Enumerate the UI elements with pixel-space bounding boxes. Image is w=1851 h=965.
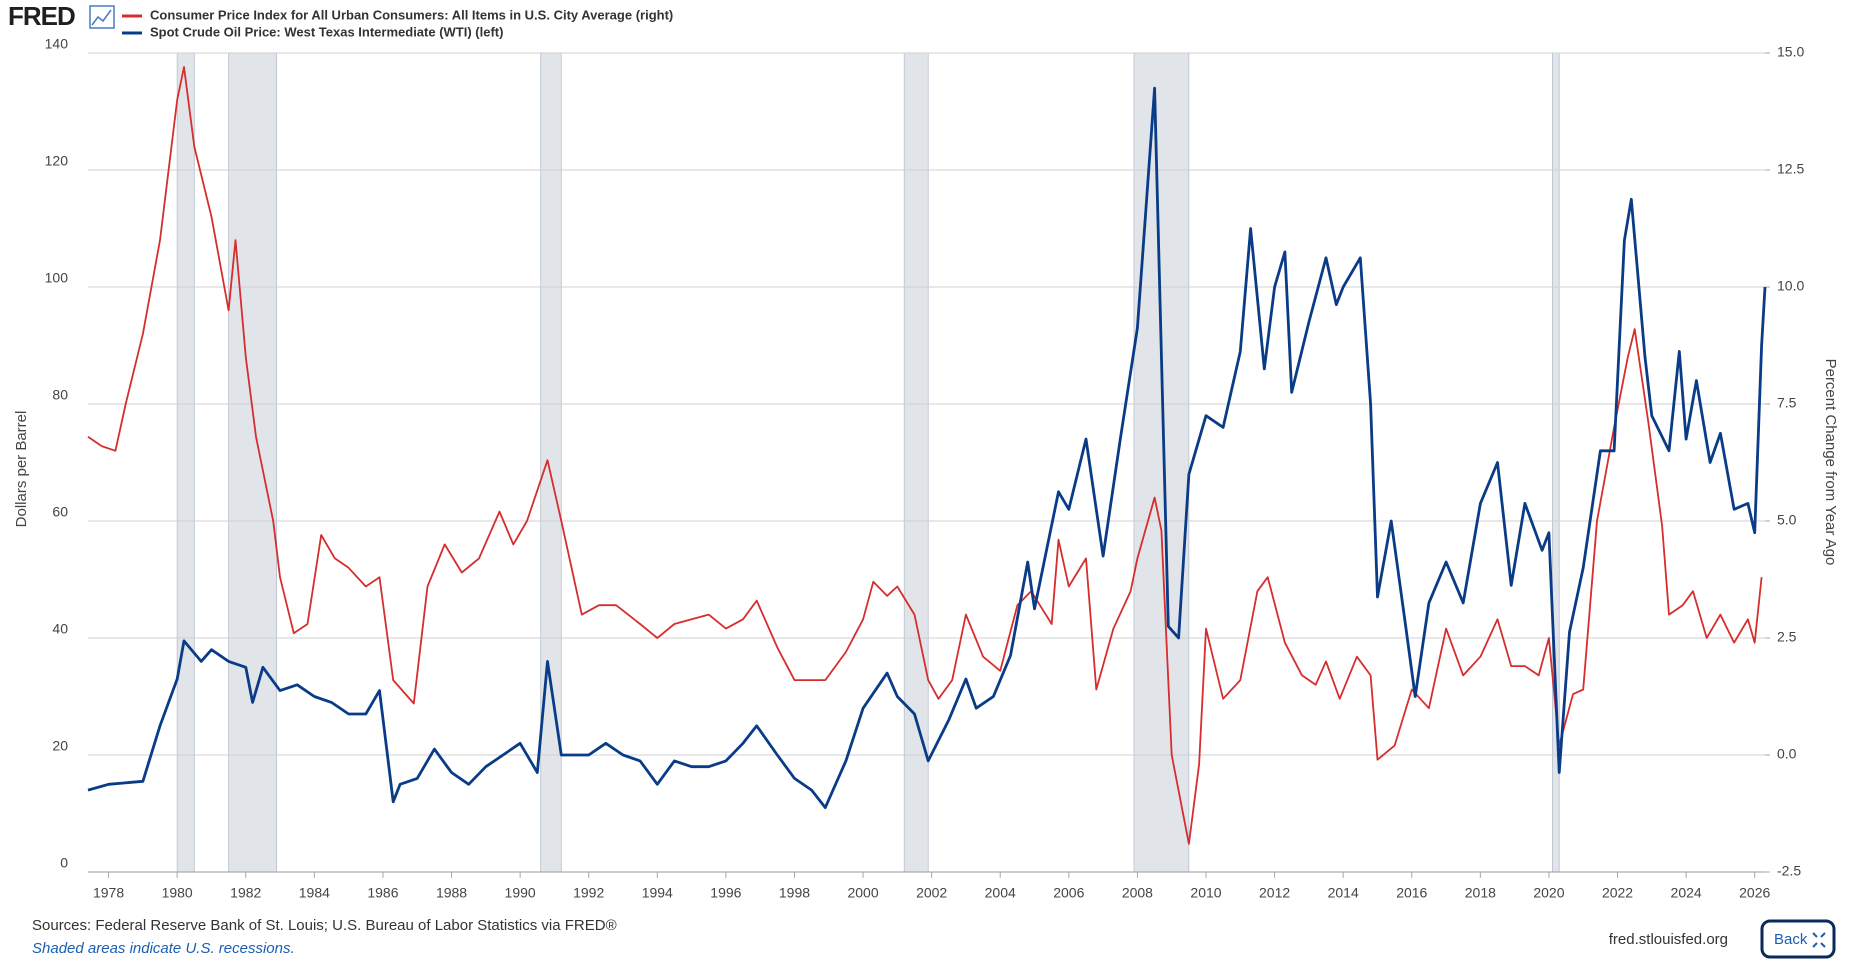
- y-tick-label: 140: [45, 36, 69, 52]
- x-tick-label: 2026: [1739, 885, 1770, 901]
- x-tick-label: 2006: [1053, 885, 1084, 901]
- y2-tick-label: 2.5: [1777, 629, 1797, 645]
- y2-axis-title: Percent Change from Year Ago: [1822, 359, 1839, 566]
- y-tick-label: 100: [45, 270, 69, 286]
- y-tick-label: 20: [52, 738, 68, 754]
- logo: FRED: [8, 1, 75, 31]
- x-tick-label: 2010: [1190, 885, 1221, 901]
- y-tick-label: 40: [52, 621, 68, 637]
- x-tick-label: 2008: [1122, 885, 1153, 901]
- x-tick-label: 1998: [779, 885, 810, 901]
- x-tick-label: 2012: [1259, 885, 1290, 901]
- logo-icon: [89, 5, 115, 29]
- recession-band: [540, 52, 562, 873]
- site-url: fred.stlouisfed.org: [1609, 931, 1728, 948]
- x-tick-label: 1986: [367, 885, 398, 901]
- x-tick-label: 1992: [573, 885, 604, 901]
- x-tick-label: 2004: [985, 885, 1016, 901]
- recession-band: [176, 52, 195, 873]
- y2-tick-label: 12.5: [1777, 161, 1804, 177]
- series-line: [87, 86, 1767, 809]
- recession-band: [903, 52, 929, 873]
- y2-tick-label: 15.0: [1777, 44, 1804, 60]
- x-tick-label: 2014: [1328, 885, 1359, 901]
- y-axis-title: Dollars per Barrel: [13, 411, 30, 528]
- back-label[interactable]: Back: [1774, 931, 1808, 948]
- y2-tick-label: 5.0: [1777, 512, 1797, 528]
- series-line: [87, 66, 1763, 845]
- x-tick-label: 2000: [847, 885, 878, 901]
- x-tick-label: 1988: [436, 885, 467, 901]
- y2-tick-label: -2.5: [1777, 863, 1801, 879]
- x-tick-label: 1996: [710, 885, 741, 901]
- back-button[interactable]: Back: [1760, 919, 1836, 959]
- x-tick-label: 1994: [642, 885, 673, 901]
- source-note: Sources: Federal Reserve Bank of St. Lou…: [32, 917, 617, 934]
- x-tick-label: 1990: [505, 885, 536, 901]
- y-tick-label: 120: [45, 153, 69, 169]
- y2-tick-label: 0.0: [1777, 746, 1797, 762]
- x-tick-label: 2024: [1671, 885, 1702, 901]
- recession-band: [228, 52, 278, 873]
- x-tick-label: 2018: [1465, 885, 1496, 901]
- x-tick-label: 1978: [93, 885, 124, 901]
- x-tick-label: 2016: [1396, 885, 1427, 901]
- y2-tick-label: 10.0: [1777, 278, 1804, 294]
- y2-tick-label: 7.5: [1777, 395, 1797, 411]
- legend-label: Consumer Price Index for All Urban Consu…: [150, 7, 673, 22]
- x-tick-label: 2002: [916, 885, 947, 901]
- x-tick-label: 2022: [1602, 885, 1633, 901]
- y-tick-label: 80: [52, 387, 68, 403]
- y-tick-label: 60: [52, 504, 68, 520]
- y-tick-label: 0: [60, 855, 68, 871]
- x-tick-label: 1984: [299, 885, 330, 901]
- legend-label: Spot Crude Oil Price: West Texas Interme…: [150, 24, 503, 39]
- x-tick-label: 1980: [162, 885, 193, 901]
- recession-band: [1133, 52, 1190, 873]
- x-tick-label: 1982: [230, 885, 261, 901]
- x-tick-label: 2020: [1533, 885, 1564, 901]
- recession-note: Shaded areas indicate U.S. recessions.: [32, 940, 295, 957]
